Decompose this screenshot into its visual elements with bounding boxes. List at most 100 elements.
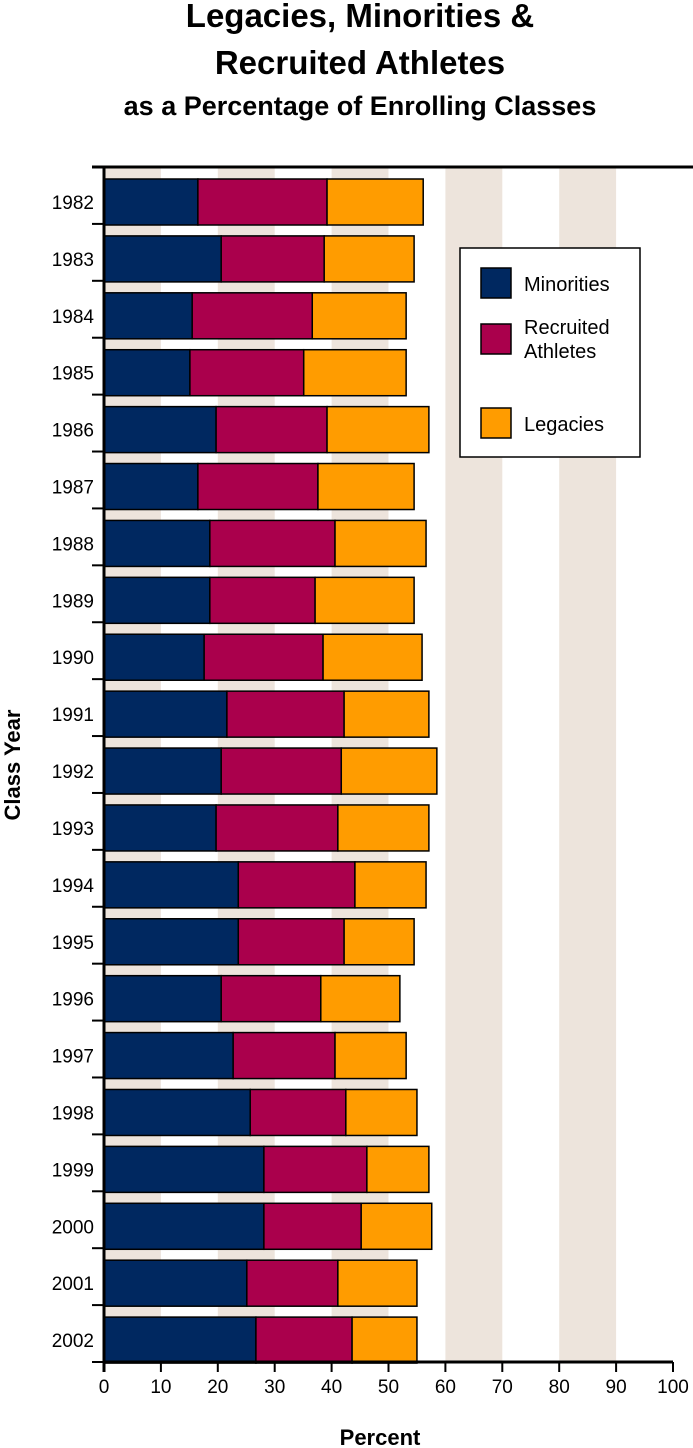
y-tick-label: 1987 — [52, 478, 94, 499]
y-axis-label: Class Year — [0, 709, 25, 820]
bar-segment-legacies — [320, 974, 401, 1023]
bar-segment-legacies — [343, 690, 430, 738]
bar-segment-recruited-athletes — [203, 633, 324, 681]
x-tick-label: 40 — [321, 1377, 342, 1398]
y-tick-label: 1994 — [52, 876, 95, 897]
y-tick-label: 1983 — [52, 250, 94, 271]
bar-segment-legacies — [354, 861, 427, 909]
x-tick-label: 10 — [150, 1377, 171, 1398]
bar-segment-minorities — [103, 1202, 265, 1251]
y-tick-label: 2000 — [52, 1217, 94, 1238]
x-axis-label: Percent — [340, 1425, 421, 1448]
bar-segment-minorities — [103, 519, 211, 568]
y-tick-label: 1997 — [52, 1047, 94, 1068]
y-tick-label: 1998 — [52, 1103, 94, 1124]
bar-segment-recruited-athletes — [215, 804, 339, 852]
bar-segment-minorities — [103, 462, 199, 511]
bar-segment-recruited-athletes — [197, 178, 328, 226]
bar-segment-recruited-athletes — [220, 974, 322, 1023]
bar-segment-minorities — [103, 804, 217, 852]
bar-segment-minorities — [103, 1088, 251, 1137]
x-tick-label: 70 — [492, 1377, 513, 1398]
bar-segment-legacies — [343, 918, 415, 966]
y-tick-label: 1991 — [52, 705, 94, 726]
legend-label: Minorities — [524, 274, 610, 296]
bar-segment-recruited-athletes — [220, 747, 343, 795]
bar-segment-recruited-athletes — [209, 576, 316, 625]
bar-segment-minorities — [103, 1316, 257, 1364]
bar-segment-recruited-athletes — [197, 462, 319, 511]
chart-subtitle: as a Percentage of Enrolling Classes — [124, 91, 597, 121]
bar-segment-recruited-athletes — [237, 861, 356, 909]
bar-segment-legacies — [311, 292, 407, 340]
legend-swatch-legacies — [480, 407, 512, 439]
bar-segment-minorities — [103, 1031, 234, 1080]
y-tick-label: 1999 — [52, 1160, 94, 1181]
bar-segment-recruited-athletes — [189, 348, 305, 397]
bar-segment-legacies — [351, 1316, 418, 1364]
bar-segment-recruited-athletes — [249, 1088, 347, 1137]
x-tick-label: 60 — [435, 1377, 456, 1398]
bar-segment-recruited-athletes — [232, 1031, 336, 1080]
bar-segment-legacies — [345, 1088, 418, 1137]
y-tick-label: 1992 — [52, 762, 94, 783]
bar-segment-legacies — [337, 1259, 418, 1307]
bar-segment-legacies — [323, 235, 415, 283]
bar-segment-recruited-athletes — [226, 690, 345, 738]
bar-segment-legacies — [366, 1145, 430, 1194]
bar-segment-legacies — [334, 1031, 407, 1080]
bar-segment-minorities — [103, 974, 222, 1023]
y-tick-label: 2002 — [52, 1331, 94, 1352]
bar-segment-recruited-athletes — [220, 235, 325, 283]
bar-segment-legacies — [337, 804, 430, 852]
bar-segment-legacies — [326, 405, 430, 454]
x-tick-label: 90 — [606, 1377, 627, 1398]
legend-swatch-minorities — [480, 267, 512, 299]
y-tick-label: 1989 — [52, 591, 94, 612]
bar-segment-recruited-athletes — [246, 1259, 339, 1307]
bar-segment-recruited-athletes — [255, 1316, 353, 1364]
bar-segment-minorities — [103, 1259, 248, 1307]
bar-segment-legacies — [302, 348, 407, 397]
y-tick-label: 1982 — [52, 193, 94, 214]
y-tick-label: 1985 — [52, 364, 94, 385]
y-tick-label: 1984 — [52, 307, 95, 328]
bar-segment-minorities — [103, 1145, 265, 1194]
y-tick-label: 1990 — [52, 648, 94, 669]
legend-swatch-recruited-athletes — [480, 323, 512, 355]
bar-segment-legacies — [334, 519, 427, 568]
bar-segment-minorities — [103, 747, 222, 795]
bar-segment-minorities — [103, 690, 228, 738]
bar-segment-recruited-athletes — [209, 519, 336, 568]
bar-segment-minorities — [103, 861, 240, 909]
bar-segment-legacies — [340, 747, 438, 795]
bar-segment-legacies — [322, 633, 423, 681]
legend-label: Recruited — [524, 317, 610, 339]
bar-segment-legacies — [317, 462, 415, 511]
legend-label: Athletes — [524, 341, 596, 363]
bar-segment-legacies — [314, 576, 415, 625]
bar-segment-recruited-athletes — [237, 918, 345, 966]
y-tick-label: 1995 — [52, 933, 94, 954]
y-tick-label: 1988 — [52, 534, 94, 555]
bar-segment-legacies — [360, 1202, 433, 1251]
x-tick-label: 30 — [264, 1377, 285, 1398]
y-tick-label: 1993 — [52, 819, 94, 840]
bar-segment-recruited-athletes — [263, 1202, 362, 1251]
x-tick-label: 0 — [99, 1377, 110, 1398]
bar-segment-minorities — [103, 633, 205, 681]
bar-segment-minorities — [103, 405, 217, 454]
bar-segment-minorities — [103, 918, 240, 966]
bar-segment-minorities — [103, 235, 222, 283]
bar-segment-recruited-athletes — [263, 1145, 368, 1194]
x-tick-label: 100 — [657, 1377, 689, 1398]
x-tick-label: 80 — [549, 1377, 570, 1398]
chart-title-line-2: Recruited Athletes — [215, 44, 505, 81]
x-tick-label: 50 — [378, 1377, 399, 1398]
bar-segment-minorities — [103, 292, 193, 340]
bar-segment-minorities — [103, 178, 199, 226]
chart-title-line-1: Legacies, Minorities & — [186, 0, 534, 34]
